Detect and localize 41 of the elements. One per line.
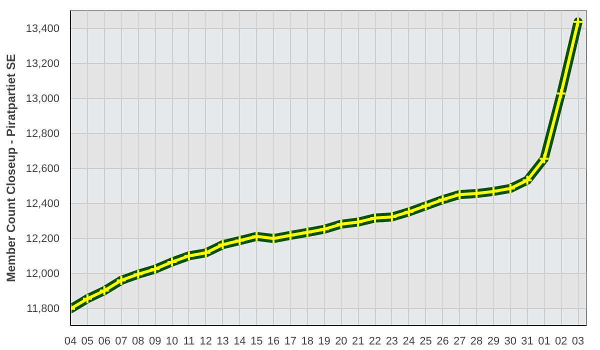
y-tick-label: 12,600 [26,163,60,175]
x-tick-label: 30 [504,336,516,348]
y-tick-label: 13,000 [26,93,60,105]
x-tick-label: 02 [555,336,568,348]
x-tick-label: 19 [318,336,330,348]
x-tick-label: 20 [335,336,348,348]
x-tick-label: 15 [250,336,263,348]
y-tick-label: 12,800 [26,128,60,140]
x-tick-label: 28 [470,336,483,348]
x-tick-label: 06 [98,336,110,348]
x-tick-label: 24 [402,336,415,348]
x-tick-label: 22 [368,336,382,348]
x-tick-label: 29 [487,336,500,348]
x-tick-label: 23 [386,336,398,348]
y-axis-title: Member Count Closeup - Piratpartiet SE [4,54,18,282]
x-tick-label: 09 [148,336,162,348]
x-tick-label: 18 [301,336,314,348]
x-tick-label: 08 [132,336,144,348]
x-tick-label: 21 [352,336,364,348]
x-tick-label: 03 [572,336,584,348]
y-tick-label: 11,800 [26,303,60,315]
x-tick-label: 10 [166,336,178,348]
y-tick-label: 12,200 [26,233,60,245]
x-tick-label: 14 [234,336,246,348]
y-tick-label: 12,400 [26,198,60,210]
x-tick-label: 25 [420,336,432,348]
y-tick-label: 12,000 [26,268,60,280]
x-tick-label: 04 [64,336,77,348]
x-tick-label: 01 [538,336,550,348]
x-tick-label: 31 [521,336,534,348]
x-tick-label: 16 [267,336,280,348]
x-tick-label: 11 [183,336,195,348]
x-tick-label: 27 [453,336,466,348]
x-tick-label: 17 [284,336,297,348]
x-tick-label: 13 [216,336,229,348]
x-tick-label: 12 [200,336,212,348]
y-tick-label: 13,200 [26,58,60,70]
x-tick-label: 07 [115,336,128,348]
x-tick-label: 05 [81,336,94,348]
y-tick-label: 13,400 [26,23,60,35]
x-tick-label: 26 [436,336,449,348]
